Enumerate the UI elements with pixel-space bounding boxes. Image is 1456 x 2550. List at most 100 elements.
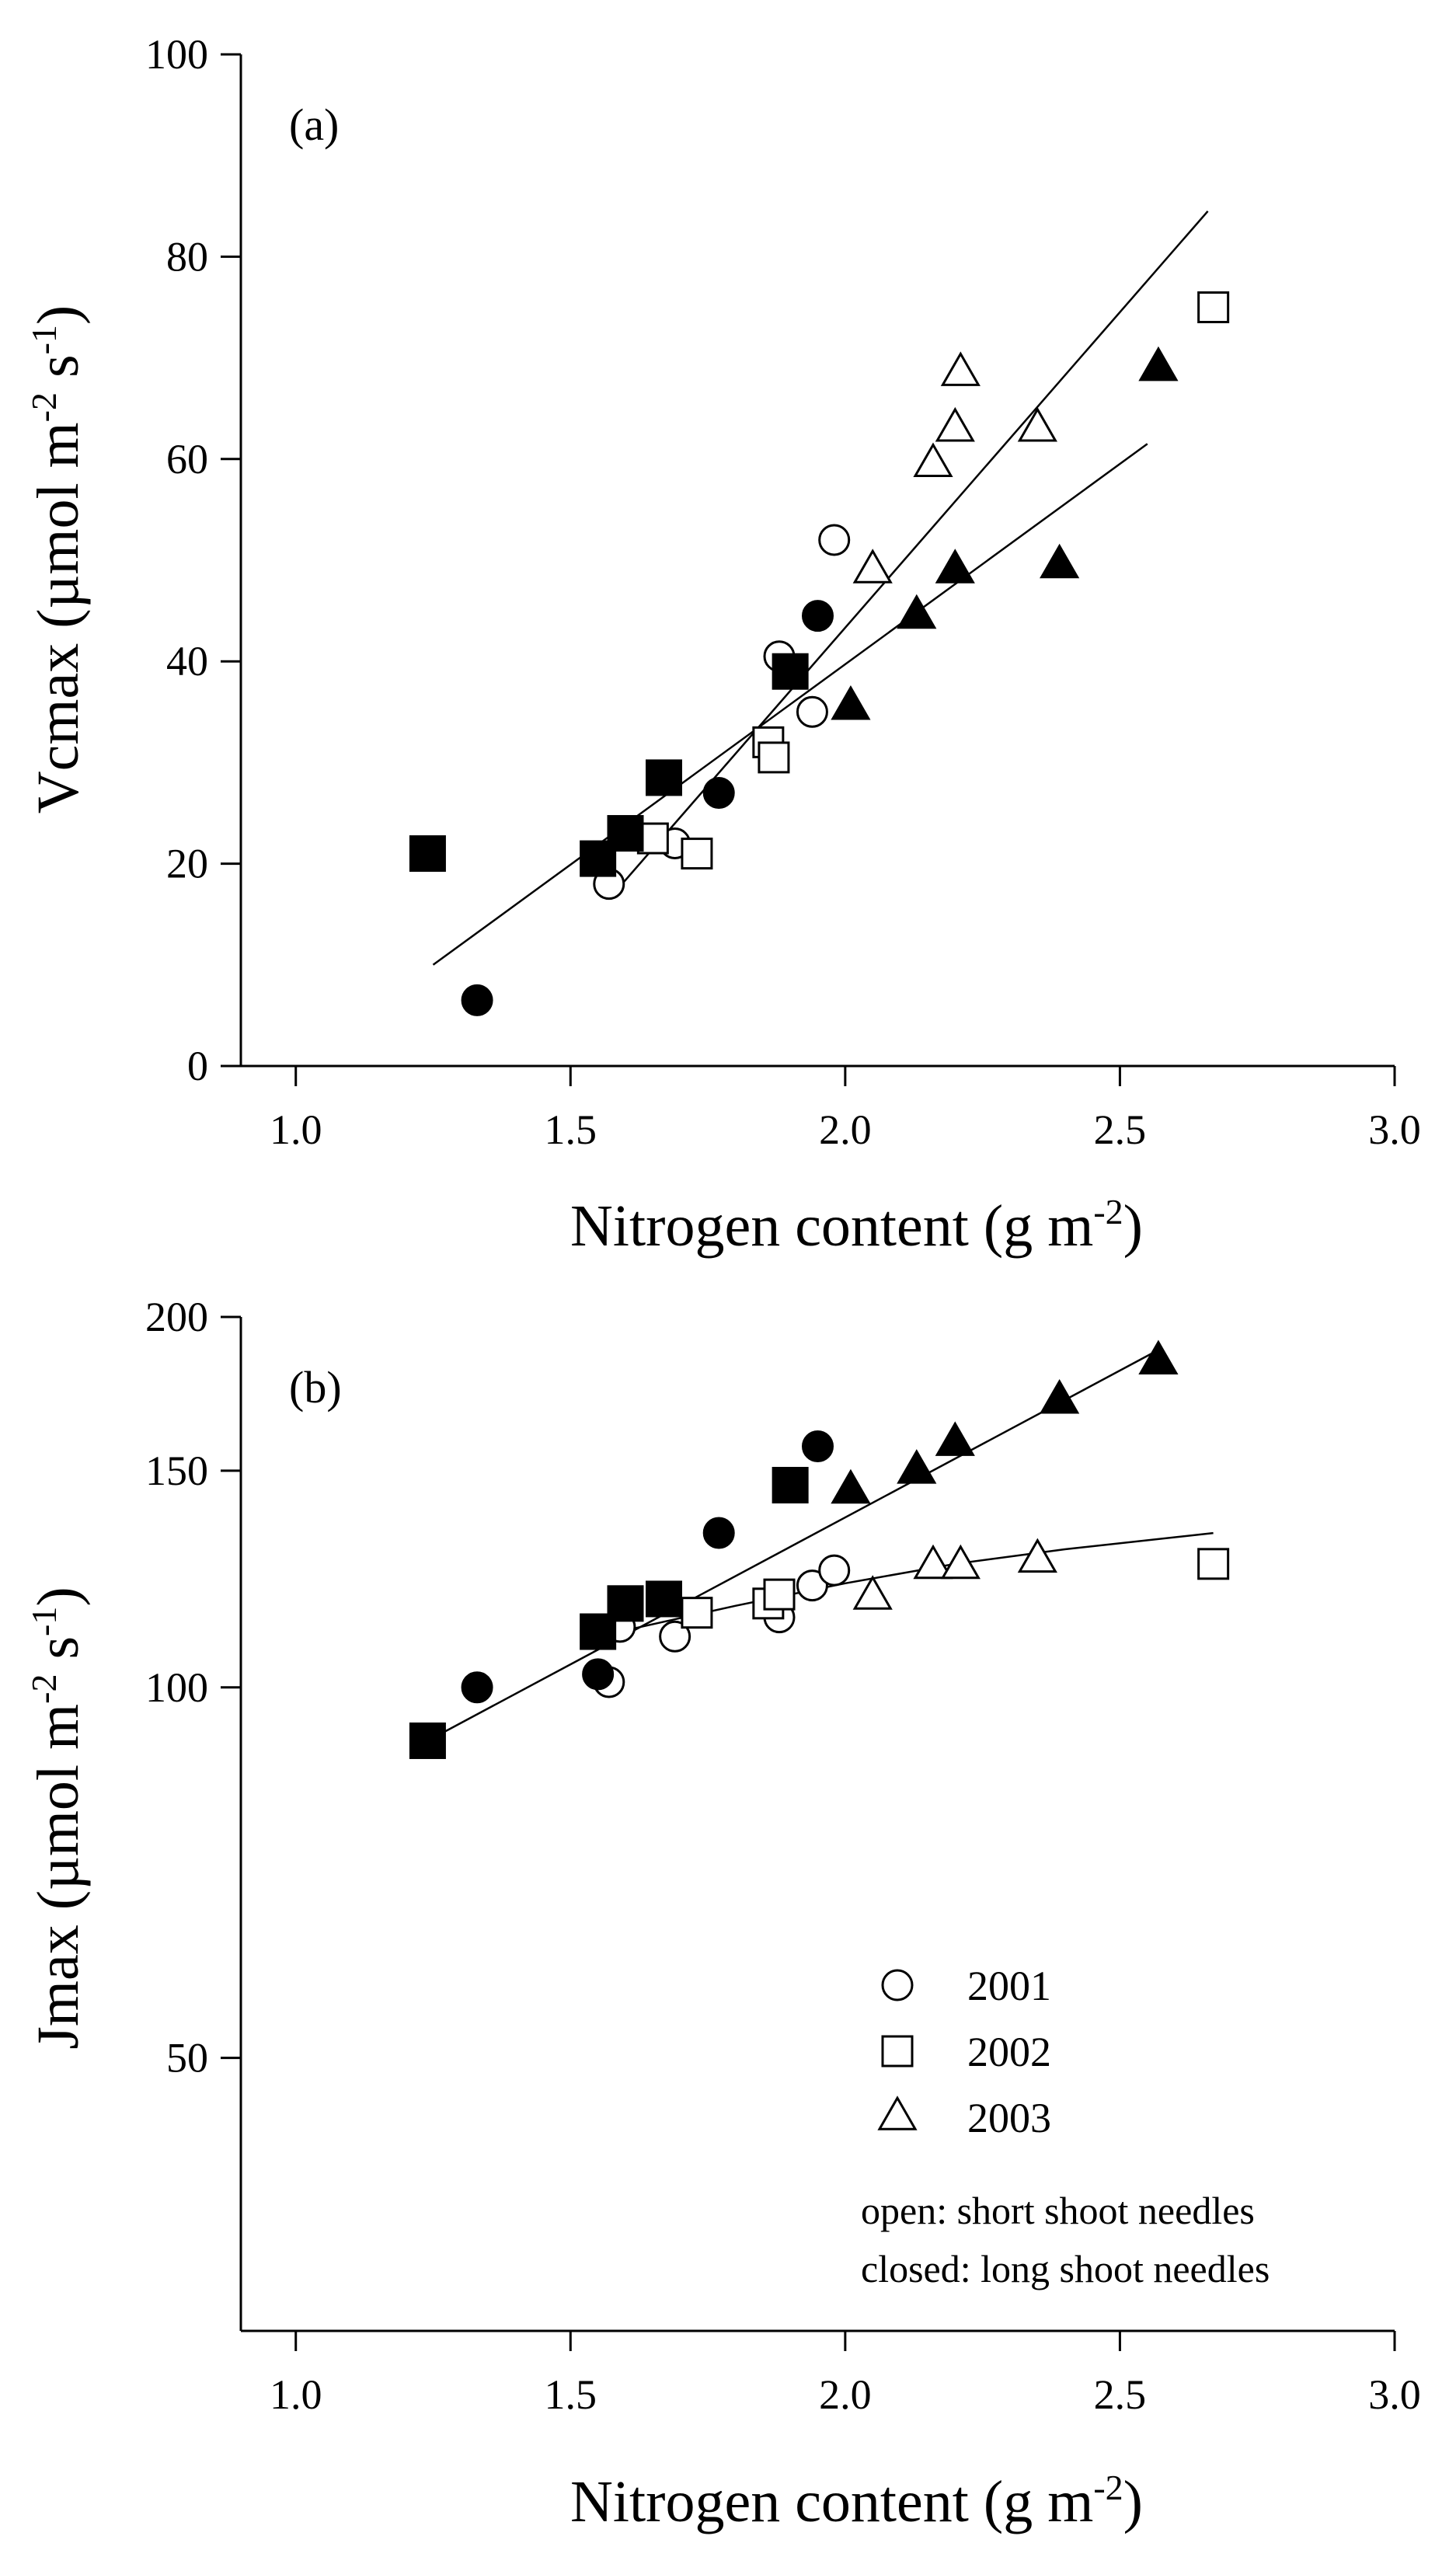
data-point-2003-triangle-open <box>940 351 981 386</box>
data-point-2002-square-filled <box>772 1466 809 1503</box>
data-point-2003-triangle-filled <box>831 685 871 720</box>
x-tick-label: 1.0 <box>270 2371 322 2418</box>
data-point-2003-triangle-filled <box>831 1468 871 1504</box>
data-point-2003-triangle-open <box>1017 406 1057 442</box>
data-point-2002-square-open <box>758 741 790 774</box>
x-axis-label-superscript: -2 <box>1093 2468 1123 2507</box>
x-tick-label: 1.5 <box>545 1106 597 1153</box>
data-point-2002-square-open <box>681 1597 713 1629</box>
data-point-2001-circle-filled <box>582 1658 615 1691</box>
y-tick-label: 50 <box>166 2035 208 2081</box>
y-axis-label-mid: s <box>26 354 91 392</box>
legend-note: open: short shoot needles <box>861 2189 1255 2232</box>
data-point-2001-circle-open <box>796 695 828 728</box>
y-axis-label-superscript: -2 <box>24 392 64 422</box>
data-point-2001-circle-filled <box>461 1671 493 1704</box>
y-tick-label: 100 <box>145 31 208 78</box>
data-point-2002-square-filled <box>772 653 809 690</box>
y-tick-label: 0 <box>187 1043 208 1089</box>
y-tick-label: 80 <box>166 233 208 280</box>
x-tick-label: 1.5 <box>545 2371 597 2418</box>
data-point-2001-circle-filled <box>802 1430 834 1463</box>
fit-line <box>608 210 1209 900</box>
data-point-2003-triangle-filled <box>1040 1378 1080 1414</box>
data-point-2002-square-filled <box>409 835 446 873</box>
y-axis-label-end: ) <box>26 1587 91 1606</box>
data-point-2002-square-filled <box>607 1585 644 1622</box>
data-point-2003-triangle-open <box>1017 1538 1057 1573</box>
x-axis-label-main: Nitrogen content (g m <box>570 2469 1093 2534</box>
legend-note: closed: long shoot needles <box>861 2247 1270 2290</box>
y-axis-label-superscript: -1 <box>24 1607 64 1636</box>
legend: 2001 2002 2003 open: short shoot needles clo… <box>861 1963 1270 2290</box>
data-point-2001-circle-open <box>796 1569 828 1602</box>
data-point-2003-triangle-open <box>913 1544 953 1580</box>
y-axis-label-main: Vcmax (µmol m <box>26 422 91 813</box>
data-point-2002-square-open <box>681 838 713 870</box>
y-axis-label-superscript: -2 <box>24 1674 64 1704</box>
data-point-2003-triangle-filled <box>897 594 937 629</box>
legend-label: 2002 <box>967 2029 1051 2075</box>
legend-marker-square <box>881 2035 914 2068</box>
x-axis-label: Nitrogen content (g m-2) <box>570 1192 1143 1259</box>
fit-line <box>432 443 1148 966</box>
y-tick-label: 150 <box>145 1447 208 1494</box>
panel-label: (a) <box>289 99 339 150</box>
y-tick-label: 40 <box>166 638 208 685</box>
data-point-2001-circle-filled <box>461 984 493 1016</box>
panel-label: (b) <box>289 1362 342 1413</box>
y-tick-label: 200 <box>145 1294 208 1340</box>
legend-label: 2001 <box>967 1963 1051 2009</box>
x-tick-label: 2.5 <box>1094 2371 1147 2418</box>
panel-a-vcmax-chart: 1.0 1.5 2.0 2.5 3.0 0 20 40 60 80 100 (a) Nitrogen c… <box>24 31 1421 1259</box>
data-point-2002-square-open <box>763 1578 796 1611</box>
y-tick-label: 20 <box>166 841 208 887</box>
x-tick-label: 2.0 <box>819 1106 872 1153</box>
data-point-2002-square-filled <box>607 815 644 852</box>
data-point-2003-triangle-filled <box>935 1421 975 1456</box>
data-point-2001-circle-filled <box>702 1517 735 1549</box>
data-point-2003-triangle-open <box>940 1544 981 1580</box>
fit-line <box>427 1352 1154 1742</box>
data-point-2003-triangle-open <box>852 1575 893 1610</box>
x-tick-label: 3.0 <box>1368 1106 1421 1153</box>
data-point-2003-triangle-open <box>913 442 953 478</box>
x-axis-label-superscript: -2 <box>1093 1192 1123 1231</box>
legend-label: 2003 <box>967 2095 1051 2141</box>
data-point-2002-square-filled <box>409 1722 446 1759</box>
x-tick-label: 2.0 <box>819 2371 872 2418</box>
y-axis-label: Jmax (µmol m-2 s-1) <box>24 1587 91 2049</box>
y-axis-label-main: Jmax (µmol m <box>26 1704 91 2050</box>
x-axis-label: Nitrogen content (g m-2) <box>570 2468 1143 2534</box>
data-point-2003-triangle-open <box>935 406 975 442</box>
data-point-2002-square-open <box>1197 291 1230 323</box>
y-axis-label: Vcmax (µmol m-2 s-1) <box>24 305 91 813</box>
data-point-2002-square-filled <box>646 1580 682 1618</box>
y-axis-label-superscript: -1 <box>24 325 64 354</box>
data-point-2001-circle-open <box>659 1620 691 1653</box>
y-axis-label-mid: s <box>26 1636 91 1674</box>
x-axis-label-main: Nitrogen content (g m <box>570 1193 1093 1259</box>
data-point-2003-triangle-filled <box>1138 346 1179 381</box>
x-tick-label: 2.5 <box>1094 1106 1147 1153</box>
data-point-2001-circle-open <box>818 1554 851 1587</box>
data-point-2001-circle-open <box>818 524 851 556</box>
panel-b-jmax-chart: 1.0 1.5 2.0 2.5 3.0 50 100 150 200 (b) Nitrogen co… <box>24 1294 1421 2534</box>
data-point-2003-triangle-open <box>852 549 893 584</box>
x-axis-label-end: ) <box>1123 2469 1143 2534</box>
y-tick-label: 60 <box>166 436 208 482</box>
data-point-2001-circle-filled <box>702 776 735 809</box>
x-tick-label: 1.0 <box>270 1106 322 1153</box>
data-point-2003-triangle-filled <box>935 549 975 584</box>
data-point-2002-square-filled <box>646 759 682 796</box>
data-point-2003-triangle-filled <box>1138 1339 1179 1375</box>
data-point-2002-square-open <box>1197 1548 1230 1580</box>
y-tick-label: 100 <box>145 1664 208 1711</box>
x-tick-label: 3.0 <box>1368 2371 1421 2418</box>
legend-marker-triangle <box>877 2095 918 2130</box>
y-axis-label-end: ) <box>26 305 91 325</box>
x-axis-label-end: ) <box>1123 1193 1143 1259</box>
legend-marker-circle <box>881 1969 914 2001</box>
data-point-2003-triangle-filled <box>1040 543 1080 579</box>
